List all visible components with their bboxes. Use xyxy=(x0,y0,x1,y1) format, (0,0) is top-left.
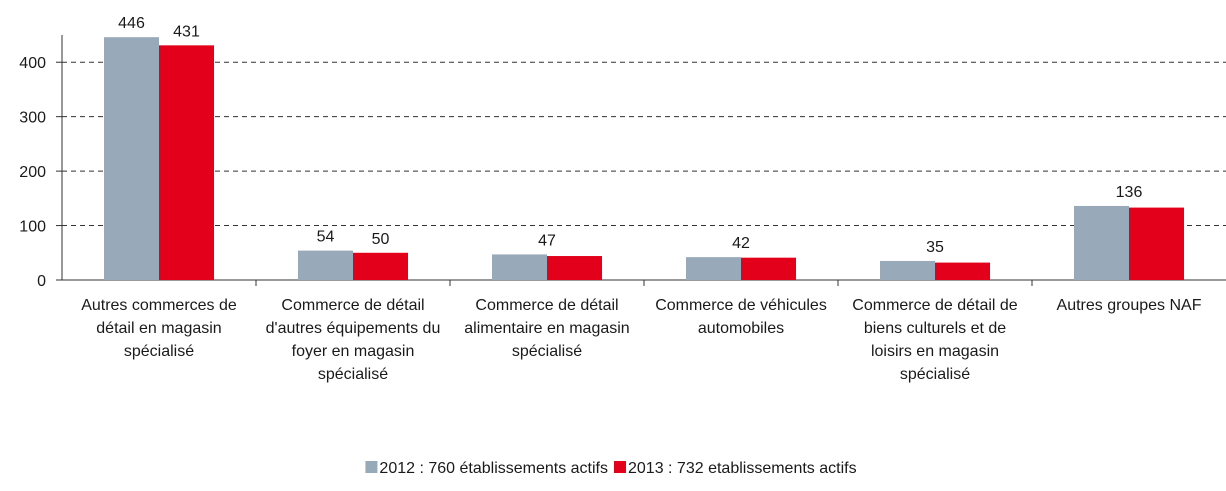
x-tick-label: Commerce de véhicules automobiles xyxy=(655,297,827,337)
bar xyxy=(547,256,602,280)
x-tick-label: Commerce de détail d'autres équipements d… xyxy=(266,297,441,383)
bar xyxy=(298,250,353,280)
x-tick-label: Autres groupes NAF xyxy=(1057,297,1202,314)
x-tick-line: spécialisé xyxy=(900,366,970,383)
x-tick-label: Commerce de détail de biens culturels et … xyxy=(852,297,1018,383)
bar xyxy=(159,45,214,280)
x-tick-line: Autres commerces de xyxy=(81,297,237,314)
legend-label: 2012 : 760 établissements actifs xyxy=(379,460,608,477)
x-tick-line: foyer en magasin xyxy=(292,343,415,360)
data-label: 446 xyxy=(118,15,145,32)
x-tick-line: détail en magasin xyxy=(96,320,221,337)
x-tick-label: Commerce de détail alimentaire en magasin… xyxy=(464,297,629,360)
bar xyxy=(1074,205,1129,280)
x-tick-line: Commerce de véhicules xyxy=(655,297,827,314)
data-label: 54 xyxy=(317,229,335,246)
data-label: 35 xyxy=(926,239,944,256)
x-tick-line: Autres groupes NAF xyxy=(1057,297,1202,314)
bar xyxy=(935,262,990,280)
x-tick-line: alimentaire en magasin xyxy=(464,320,629,337)
bar xyxy=(104,37,159,280)
y-tick-label: 300 xyxy=(19,110,46,127)
bar xyxy=(880,260,935,280)
data-label: 136 xyxy=(1116,184,1143,201)
legend: 2012 : 760 établissements actifs 2013 : 7… xyxy=(365,460,857,477)
x-tick-line: spécialisé xyxy=(512,343,582,360)
data-label: 431 xyxy=(173,23,200,40)
data-label: 47 xyxy=(538,232,556,249)
legend-swatch xyxy=(365,461,378,473)
bar xyxy=(686,257,741,280)
y-tick-label: 200 xyxy=(19,164,46,181)
bar xyxy=(1129,207,1184,280)
x-tick-line: Commerce de détail de xyxy=(852,297,1018,314)
data-label: 42 xyxy=(732,235,750,252)
x-tick-line: spécialisé xyxy=(318,366,388,383)
bar xyxy=(353,252,408,280)
x-tick-line: Commerce de détail xyxy=(475,297,618,314)
x-tick-line: spécialisé xyxy=(124,343,194,360)
x-tick-label: Autres commerces de détail en magasin spéc… xyxy=(81,297,237,360)
y-tick-label: 100 xyxy=(19,219,46,236)
x-tick-line: Commerce de détail xyxy=(281,297,424,314)
x-tick-line: automobiles xyxy=(698,320,784,337)
y-tick-label: 0 xyxy=(37,273,46,290)
x-tick-line: d'autres équipements du xyxy=(266,320,441,337)
y-tick-label: 400 xyxy=(19,55,46,72)
bar xyxy=(741,257,796,280)
legend-swatch xyxy=(614,461,626,473)
bar xyxy=(492,254,547,280)
x-tick-line: biens culturels et de xyxy=(864,320,1006,337)
legend-label: 2013 : 732 etablissements actifs xyxy=(628,460,857,477)
data-label: 50 xyxy=(372,231,390,248)
x-tick-line: loisirs en magasin xyxy=(871,343,999,360)
